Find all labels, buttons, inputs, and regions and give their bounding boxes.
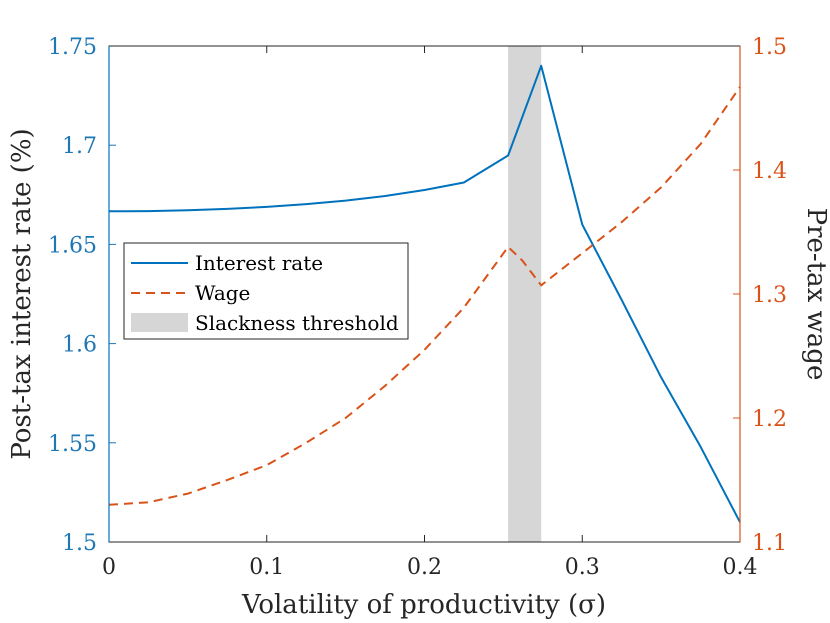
- x-tick-label: 0.3: [565, 555, 600, 580]
- y-left-tick-label: 1.6: [62, 333, 97, 358]
- y-right-tick-label: 1.4: [752, 159, 787, 184]
- legend: Interest rate Wage Slackness threshold: [123, 242, 409, 340]
- y-right-tick-label: 1.1: [752, 531, 787, 556]
- slackness-threshold-region: [508, 46, 542, 542]
- y-axis-left-label: Post-tax interest rate (%): [7, 128, 37, 459]
- x-tick-label: 0.2: [407, 555, 442, 580]
- series-line-interest-rate: [108, 64, 741, 523]
- y-right-tick-label: 1.5: [752, 35, 787, 60]
- y-right-tick-label: 1.3: [752, 283, 787, 308]
- x-tick-label: 0.1: [249, 555, 284, 580]
- legend-label-slackness: Slackness threshold: [195, 311, 399, 335]
- y-left-tick-label: 1.65: [48, 233, 97, 258]
- y-left-tick-label: 1.7: [62, 134, 97, 159]
- y-left-tick-label: 1.55: [48, 432, 97, 457]
- series-lines: [108, 64, 741, 523]
- y-axis-right-label: Pre-tax wage: [801, 208, 830, 381]
- y-left-tick-label: 1.75: [48, 35, 97, 60]
- x-tick-label: 0: [102, 555, 116, 580]
- tick-labels: 0 0.1 0.2 0.3 0.4 1.5 1.55 1.6 1.65 1.7 1.75 1.1 1.2…: [48, 35, 787, 580]
- y-right-tick-label: 1.2: [752, 407, 787, 432]
- legend-label-interest-rate: Interest rate: [195, 251, 323, 275]
- x-tick-label: 0.4: [723, 555, 758, 580]
- legend-label-wage: Wage: [195, 281, 250, 305]
- y-left-tick-label: 1.5: [62, 531, 97, 556]
- x-axis-label: Volatility of productivity (σ): [241, 590, 606, 620]
- legend-swatch-slackness: [131, 313, 188, 332]
